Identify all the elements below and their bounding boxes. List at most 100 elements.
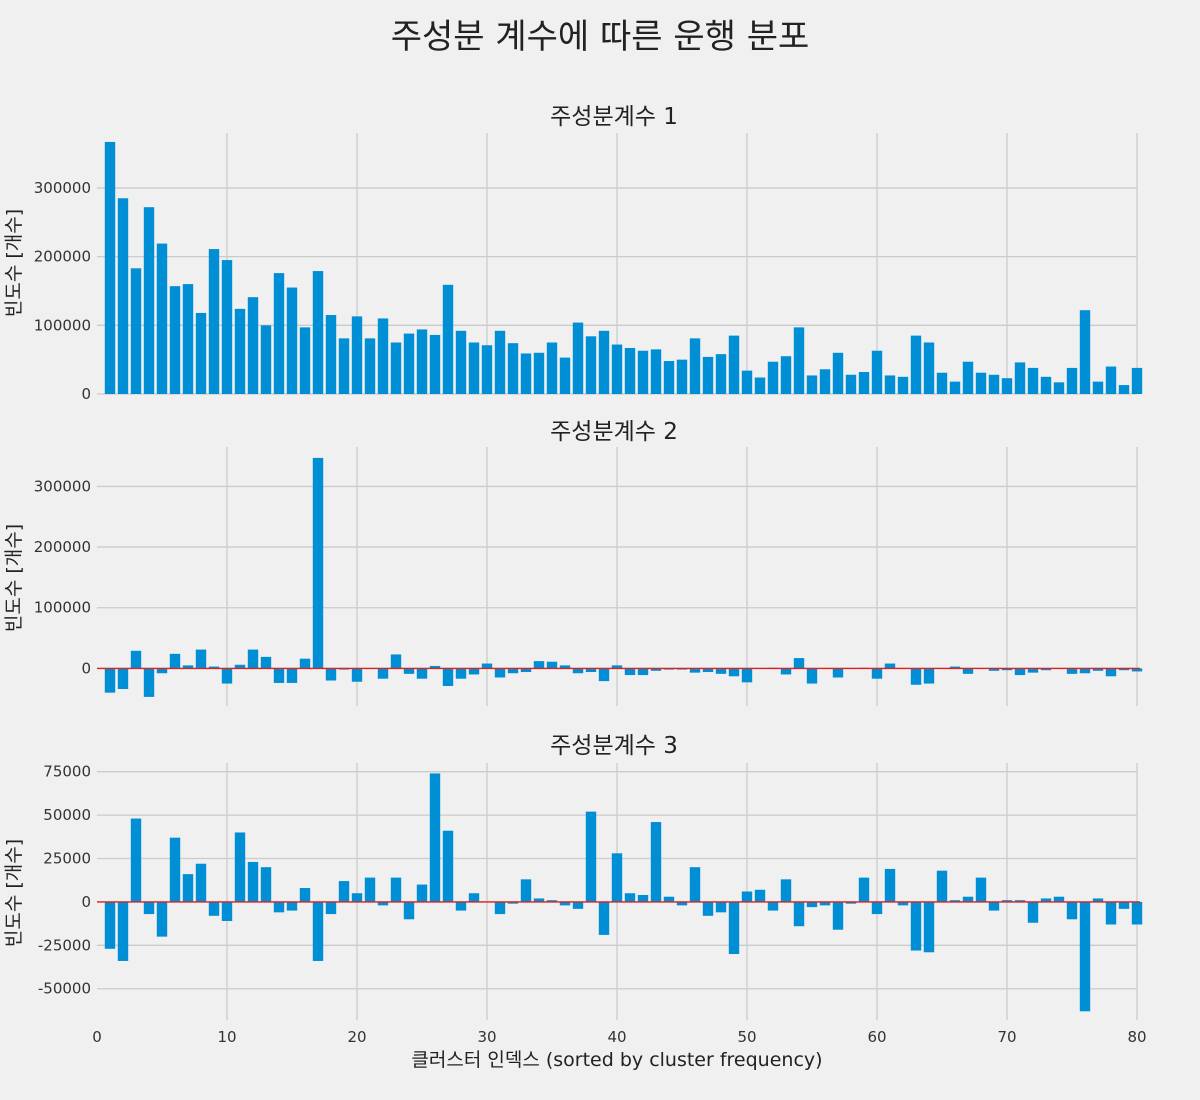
bar [403, 333, 415, 394]
bar [325, 315, 337, 394]
bar [975, 877, 987, 902]
bar [988, 901, 1000, 911]
bar [260, 867, 272, 902]
bar [650, 668, 662, 671]
bar [1131, 901, 1143, 925]
bar [416, 668, 428, 679]
bar [741, 891, 753, 902]
bar [325, 668, 337, 681]
bar [754, 377, 766, 394]
bar [741, 668, 753, 683]
panel-title: 주성분계수 3 [550, 733, 678, 759]
bar [884, 375, 896, 394]
bar [1053, 382, 1065, 394]
bar [1066, 901, 1078, 920]
bar [1131, 668, 1143, 672]
bar [286, 287, 298, 394]
y-tick-label: 0 [81, 385, 91, 403]
bar [676, 359, 688, 394]
bar [1092, 381, 1104, 394]
bar [858, 372, 870, 394]
bar [637, 668, 649, 676]
bar [962, 361, 974, 394]
bar [1027, 901, 1039, 923]
bar [884, 868, 896, 902]
bar [195, 312, 207, 394]
bar [1092, 668, 1104, 671]
bar [273, 901, 285, 913]
bar [598, 901, 610, 935]
x-tick-label: 20 [347, 1028, 366, 1046]
y-tick-label: 200000 [34, 248, 91, 266]
y-axis-title: 빈도수 [개수] [3, 209, 25, 317]
bar [390, 654, 402, 669]
bar [1105, 901, 1117, 925]
bar [234, 664, 246, 669]
bar [923, 901, 935, 953]
bar [728, 668, 740, 677]
panel-title: 주성분계수 1 [550, 104, 678, 130]
bar [975, 372, 987, 394]
bar [455, 901, 467, 911]
bar [702, 356, 714, 394]
x-axis-title: 클러스터 인덱스 (sorted by cluster frequency) [411, 1049, 822, 1071]
bar [299, 888, 311, 902]
bar [572, 322, 584, 394]
bar [1066, 668, 1078, 674]
bar [572, 901, 584, 909]
bar [234, 308, 246, 394]
bar [936, 372, 948, 394]
bar [377, 901, 389, 906]
bar [221, 901, 233, 922]
bar [533, 898, 545, 902]
bar [1079, 901, 1091, 1012]
bar [1040, 668, 1052, 671]
bar [117, 901, 129, 961]
y-tick-label: 75000 [43, 763, 91, 781]
bar [650, 349, 662, 394]
y-axis-title: 빈도수 [개수] [3, 524, 25, 632]
bar [520, 353, 532, 394]
bar [403, 668, 415, 674]
bar [468, 342, 480, 394]
x-tick-label: 10 [217, 1028, 236, 1046]
bar [832, 352, 844, 394]
bar [182, 284, 194, 394]
bar [806, 901, 818, 908]
bar [390, 342, 402, 394]
y-tick-label: 0 [81, 893, 91, 911]
x-tick-label: 80 [1127, 1028, 1146, 1046]
bar [663, 896, 675, 902]
bar [767, 901, 779, 911]
bar [1014, 900, 1026, 902]
bar [832, 668, 844, 678]
bar [1079, 310, 1091, 394]
bar [221, 668, 233, 684]
bar [546, 342, 558, 394]
panel-1: 0 100000 200000 300000 주성분계수 1 빈도수 [개수] [3, 104, 1143, 403]
bar [715, 668, 727, 674]
bar [1118, 901, 1130, 909]
bar [624, 668, 636, 676]
x-tick-label: 40 [607, 1028, 626, 1046]
bar [611, 665, 623, 669]
y-axis-title: 빈도수 [개수] [3, 839, 25, 947]
bar [351, 893, 363, 902]
bar [689, 338, 701, 394]
bar [819, 369, 831, 394]
bar [208, 249, 220, 394]
y-tick-label: 0 [81, 659, 91, 677]
y-tick-label: 25000 [43, 850, 91, 868]
bar [832, 901, 844, 930]
panel-title: 주성분계수 2 [550, 419, 678, 445]
bar [312, 457, 324, 669]
bar [455, 330, 467, 394]
bar [806, 375, 818, 394]
bar [481, 663, 493, 669]
bar [182, 874, 194, 902]
bar [780, 668, 792, 675]
bar [949, 381, 961, 394]
bar [377, 668, 389, 679]
bar [416, 884, 428, 902]
bar [949, 900, 961, 902]
